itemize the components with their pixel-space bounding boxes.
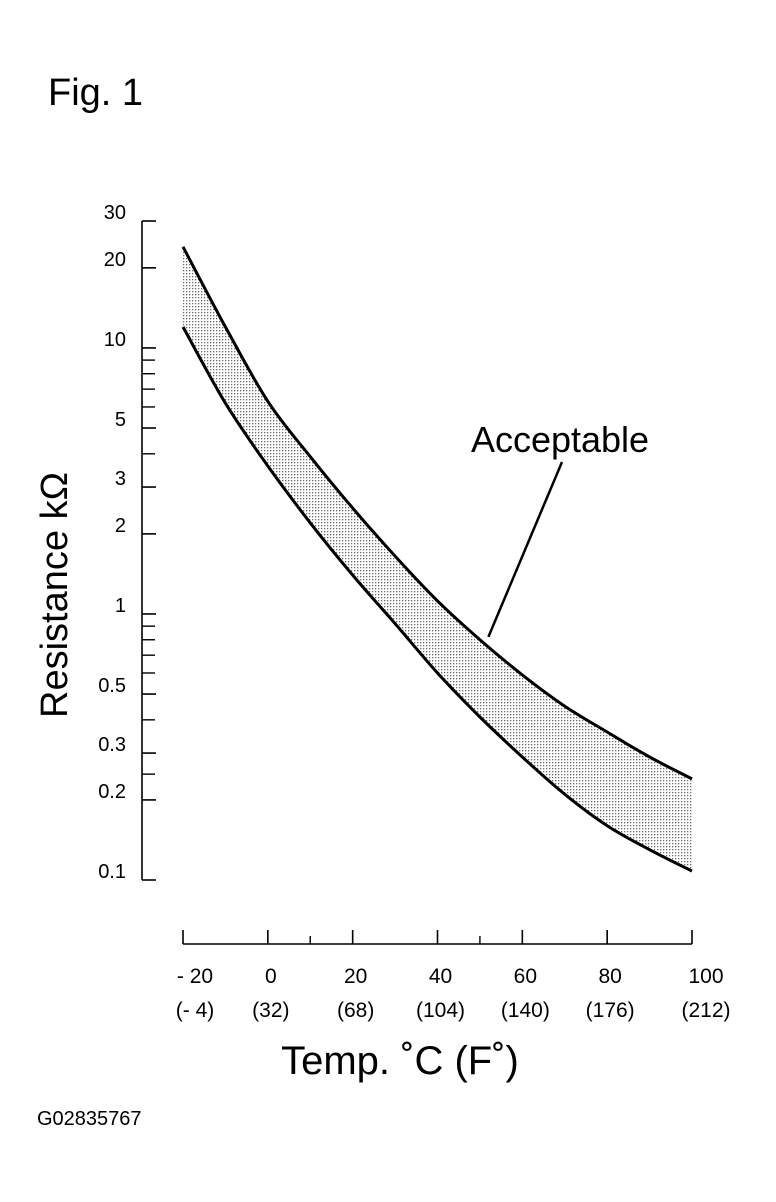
annotation: Acceptable xyxy=(471,419,649,638)
x-axis-label: Temp. ˚C (F˚) xyxy=(281,1039,519,1083)
annotation-label: Acceptable xyxy=(471,419,649,460)
y-axis-label: Resistance kΩ xyxy=(34,472,76,718)
x-tick-label-celsius: - 20 xyxy=(177,965,213,988)
x-tick-label-fahrenheit: (68) xyxy=(337,999,374,1022)
y-tick-label: 0.2 xyxy=(98,781,126,803)
x-tick-label-celsius: 100 xyxy=(688,965,723,988)
x-tick-label-celsius: 40 xyxy=(429,965,452,988)
y-tick-label: 30 xyxy=(104,202,126,224)
acceptable-band xyxy=(183,246,692,872)
y-tick-label: 1 xyxy=(115,595,126,617)
x-tick-label-celsius: 20 xyxy=(344,965,367,988)
y-axis: 30 20 10 5 3 2 1 0.5 0.3 0.2 0.1 xyxy=(98,202,156,883)
y-tick-label: 3 xyxy=(115,468,126,490)
y-tick-label: 20 xyxy=(104,249,126,271)
annotation-leader-line xyxy=(487,461,564,638)
upper-limit-curve xyxy=(181,246,693,781)
x-tick-label-fahrenheit: (212) xyxy=(681,999,730,1022)
x-tick-label-celsius: 60 xyxy=(514,965,537,988)
x-tick-label-fahrenheit: (104) xyxy=(416,999,465,1022)
x-tick-label-celsius: 80 xyxy=(598,965,621,988)
figure-code: G02835767 xyxy=(37,1108,142,1130)
x-tick-label-fahrenheit: (32) xyxy=(252,999,289,1022)
x-tick-label-fahrenheit: (140) xyxy=(501,999,550,1022)
x-tick-label-fahrenheit: (- 4) xyxy=(176,999,215,1022)
x-tick-label-fahrenheit: (176) xyxy=(586,999,635,1022)
y-tick-label: 0.3 xyxy=(98,734,126,756)
x-tick-label-celsius: 0 xyxy=(265,965,277,988)
y-tick-label: 2 xyxy=(115,515,126,537)
y-tick-label: 5 xyxy=(115,409,126,431)
figure-label: Fig. 1 xyxy=(48,72,143,114)
y-tick-label: 0.1 xyxy=(98,861,126,883)
y-tick-label: 10 xyxy=(104,329,126,351)
x-axis: - 20 (- 4) 0 (32) 20 (68) 40 (104) 60 (140) 80 (176… xyxy=(176,930,731,1022)
lower-limit-curve xyxy=(181,326,693,873)
plot-area xyxy=(181,246,693,873)
y-tick-label: 0.5 xyxy=(98,675,126,697)
